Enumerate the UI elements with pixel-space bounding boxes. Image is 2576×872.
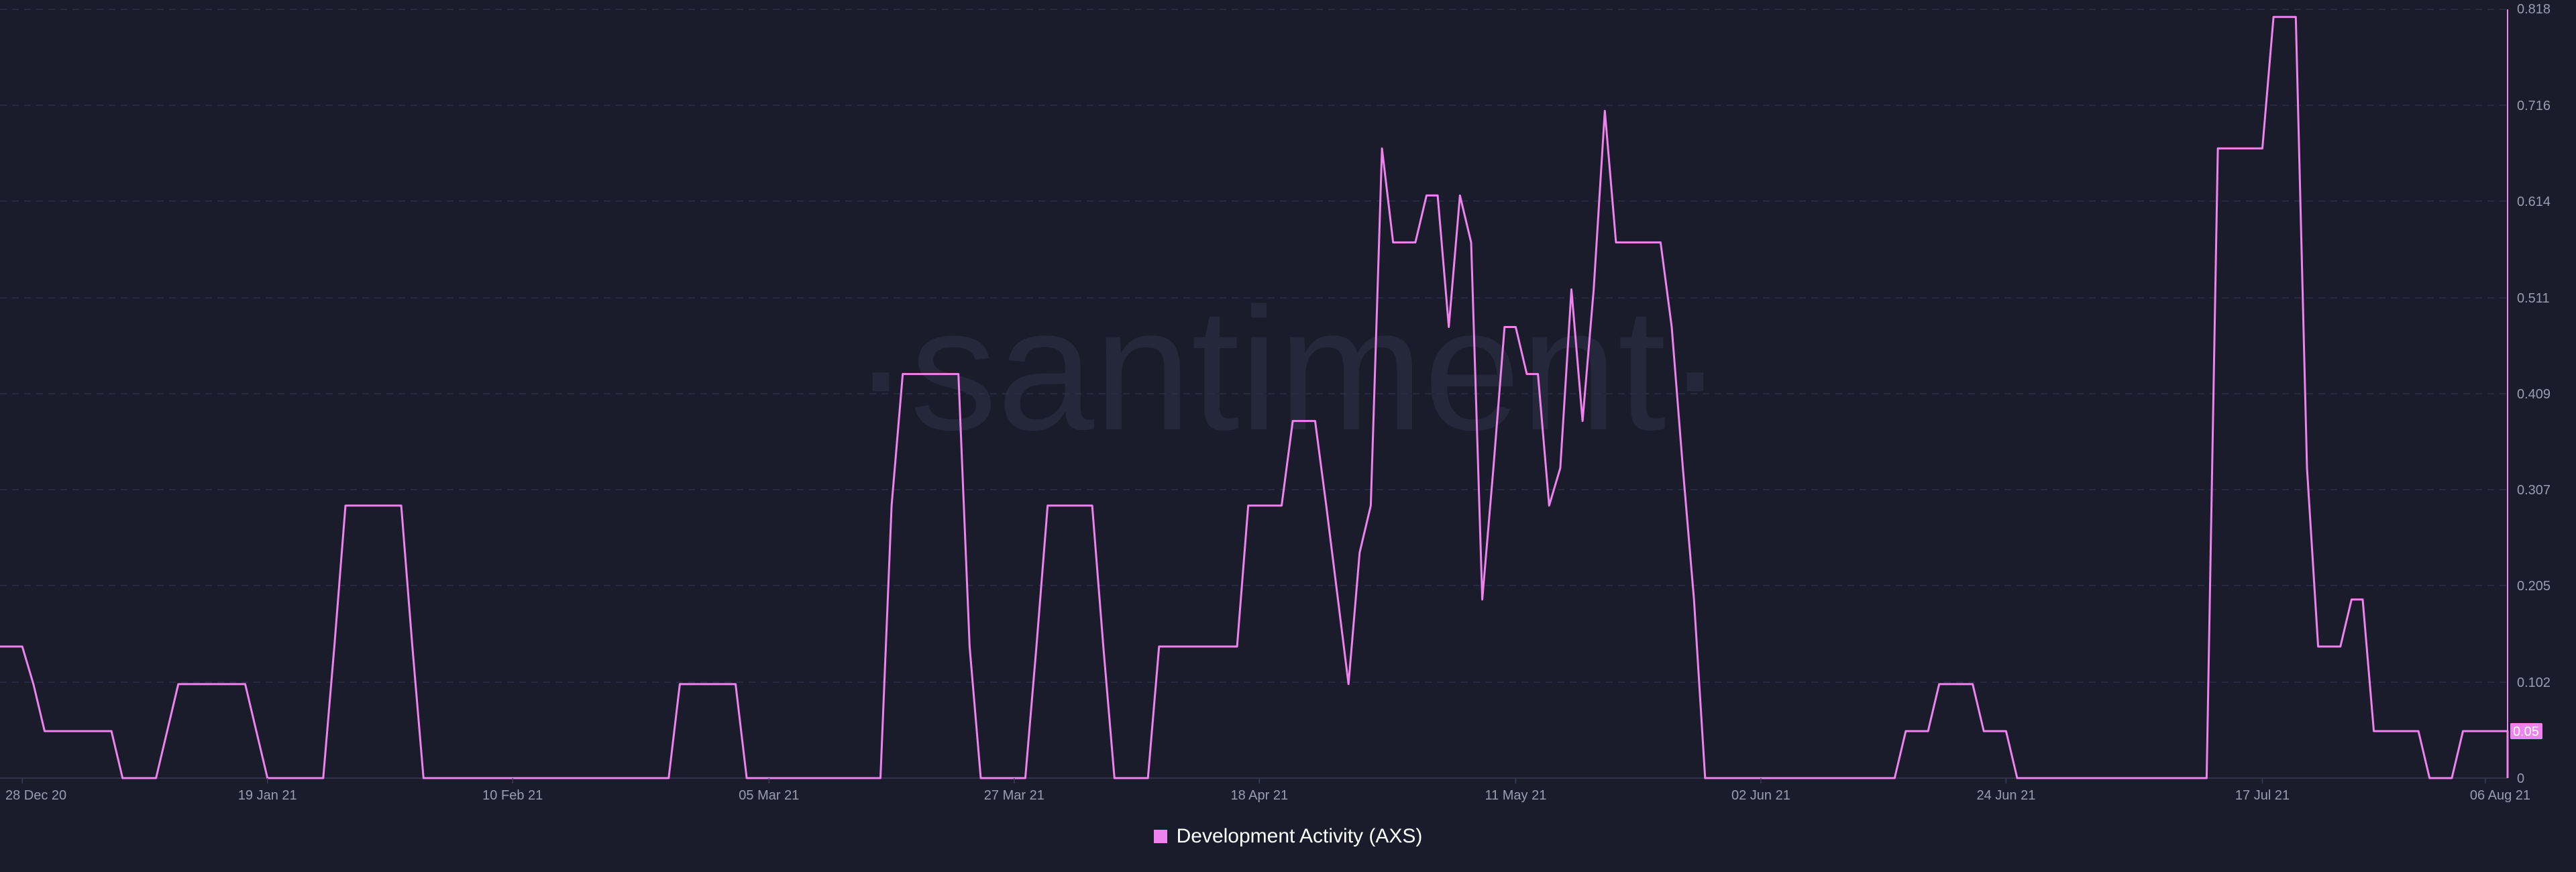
y-tick-label: 0.818 <box>2517 2 2551 17</box>
x-tick-label: 02 Jun 21 <box>1731 788 1790 803</box>
current-value-badge-bg <box>2510 722 2542 739</box>
series-line-development-activity[interactable] <box>0 15 2509 779</box>
x-tick-label: 10 Feb 21 <box>482 788 543 803</box>
y-tick-label: 0.409 <box>2517 387 2551 402</box>
series-layer[interactable] <box>0 15 2509 779</box>
current-value-badge: 0.05 <box>2510 722 2542 739</box>
legend-label: Development Activity (AXS) <box>1176 825 1423 847</box>
x-tick-label: 17 Jul 21 <box>2235 788 2290 803</box>
x-tick-label: 05 Mar 21 <box>739 788 799 803</box>
y-tick-label: 0.716 <box>2517 99 2551 113</box>
chart-legend[interactable]: Development Activity (AXS) <box>0 825 2576 848</box>
legend-swatch <box>1153 830 1167 843</box>
y-tick-label: 0.205 <box>2517 579 2551 594</box>
y-tick-label: 0 <box>2517 771 2524 786</box>
x-axis-ticks: 28 Dec 20 19 Jan 21 10 Feb 21 05 Mar 21 27 M… <box>5 778 2530 803</box>
y-axis-ticks: 0 0.102 0.205 0.307 0.409 0.511 0.614 0.716 0.81… <box>2507 2 2551 786</box>
x-tick-label: 27 Mar 21 <box>984 788 1044 803</box>
y-tick-label: 0.614 <box>2517 195 2551 209</box>
x-tick-label: 19 Jan 21 <box>238 788 297 803</box>
x-tick-label: 28 Dec 20 <box>5 788 66 803</box>
y-tick-label: 0.102 <box>2517 675 2551 690</box>
x-tick-label: 06 Aug 21 <box>2470 788 2530 803</box>
x-tick-label: 24 Jun 21 <box>1976 788 2035 803</box>
current-value-label: 0.05 <box>2513 724 2539 739</box>
grid-lines <box>0 9 2508 779</box>
x-tick-label: 18 Apr 21 <box>1230 788 1288 803</box>
x-tick-label: 11 May 21 <box>1485 788 1546 803</box>
y-tick-label: 0.511 <box>2517 291 2550 306</box>
y-tick-label: 0.307 <box>2517 483 2551 498</box>
